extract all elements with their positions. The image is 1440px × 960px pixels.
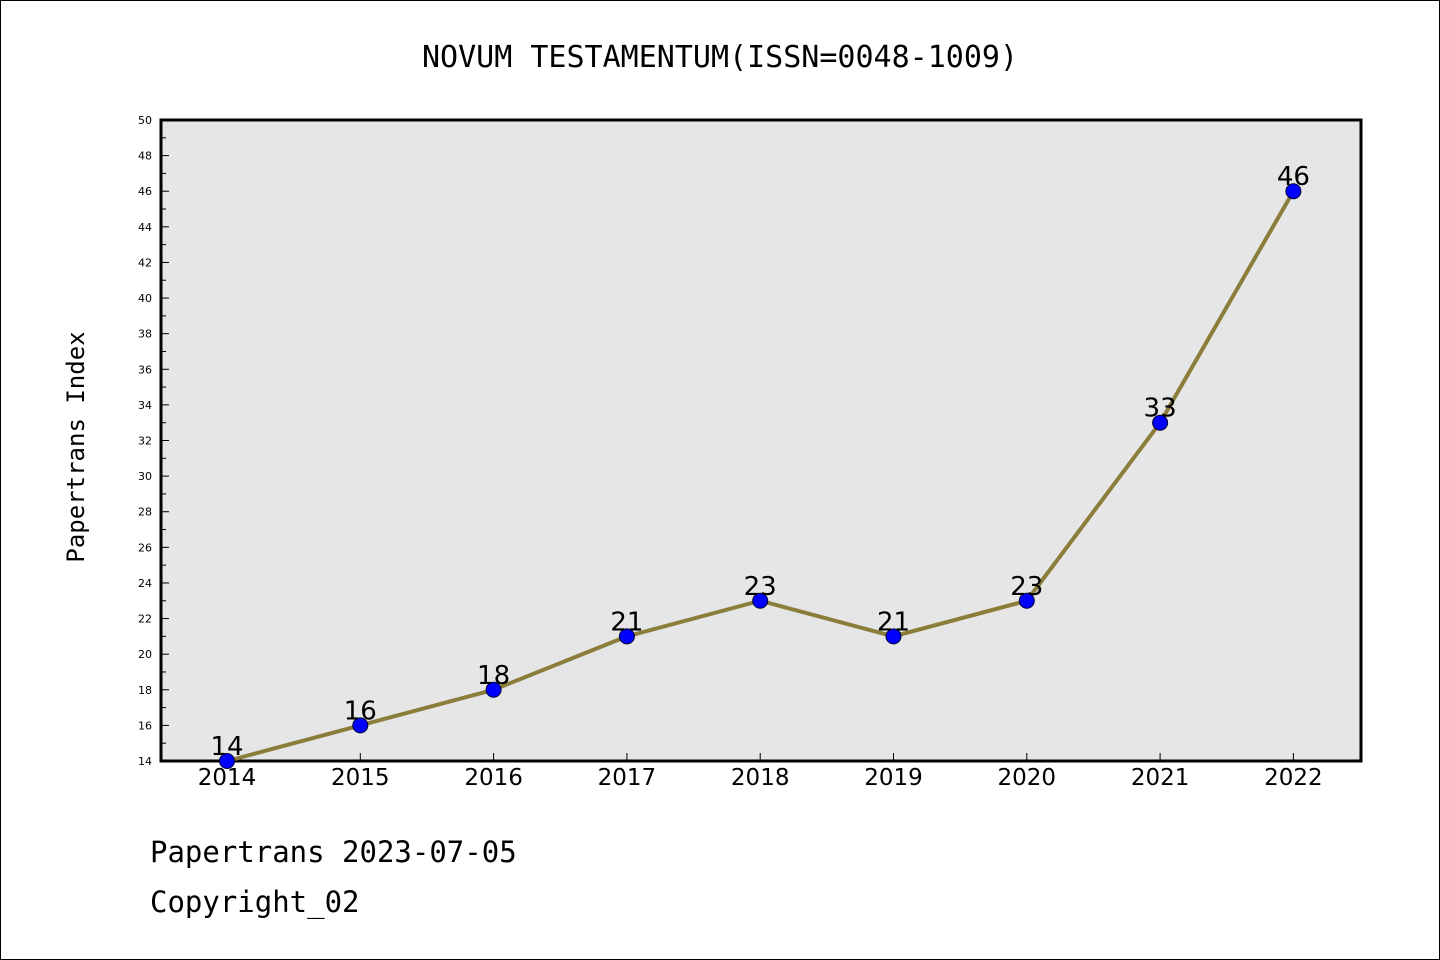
y-tick-label: 36 — [138, 363, 152, 376]
data-label: 16 — [344, 696, 377, 726]
data-label: 21 — [877, 607, 910, 637]
y-tick-label: 46 — [138, 185, 152, 198]
marker-layer — [219, 183, 1302, 769]
data-point — [618, 628, 635, 645]
y-tick-label: 24 — [138, 577, 152, 590]
x-tick-label: 2014 — [198, 765, 257, 791]
y-tick-label: 32 — [138, 435, 152, 448]
y-axis-label: Papertrans Index — [62, 331, 90, 562]
y-tick-label: 22 — [138, 613, 152, 626]
data-point — [885, 628, 902, 645]
y-tick-label: 48 — [138, 150, 152, 163]
x-tick-label: 2017 — [598, 765, 657, 791]
y-tick-label: 16 — [138, 719, 152, 732]
y-axis-ticks: 14 16 18 20 22 24 26 28 30 32 34 36 38 40 42 44 46 48 50 — [138, 114, 169, 768]
y-tick-label: 38 — [138, 328, 152, 341]
data-point — [1285, 183, 1302, 200]
data-label: 18 — [477, 661, 510, 691]
y-tick-label: 50 — [138, 114, 152, 127]
y-tick-label: 30 — [138, 470, 152, 483]
y-tick-label: 42 — [138, 256, 152, 269]
footer-date: Papertrans 2023-07-05 — [150, 835, 517, 869]
plot-area — [159, 118, 1363, 763]
data-label: 33 — [1144, 394, 1177, 424]
data-point — [352, 717, 369, 734]
x-axis-ticks: 2014 2015 2016 2017 2018 2019 2020 2021 2022 — [198, 753, 1323, 791]
chart-title: NOVUM TESTAMENTUM(ISSN=0048-1009) — [422, 40, 1018, 75]
data-label-layer: 14 16 18 21 23 21 23 33 46 — [210, 162, 1309, 762]
x-tick-label: 2018 — [731, 765, 790, 791]
y-tick-label: 40 — [138, 292, 152, 305]
data-point — [485, 681, 502, 698]
x-tick-label: 2019 — [864, 765, 923, 791]
data-label: 14 — [210, 732, 243, 762]
data-label: 23 — [744, 572, 777, 602]
data-label: 46 — [1277, 162, 1310, 192]
data-point — [1152, 414, 1169, 431]
x-tick-label: 2020 — [998, 765, 1057, 791]
data-label: 23 — [1010, 572, 1043, 602]
y-tick-label: 44 — [138, 221, 152, 234]
x-tick-label: 2015 — [331, 765, 390, 791]
y-tick-label: 28 — [138, 506, 152, 519]
data-point — [219, 753, 235, 769]
data-point — [1018, 592, 1035, 609]
y-tick-label: 18 — [138, 684, 152, 697]
y-tick-label: 26 — [138, 541, 152, 554]
y-tick-label: 14 — [138, 755, 152, 768]
y-tick-label: 34 — [138, 399, 152, 412]
footer-copyright: Copyright_02 — [150, 885, 360, 919]
x-tick-label: 2016 — [464, 765, 523, 791]
x-tick-label: 2022 — [1264, 765, 1323, 791]
x-tick-label: 2021 — [1131, 765, 1190, 791]
y-tick-label: 20 — [138, 648, 152, 661]
data-point — [752, 592, 769, 609]
data-label: 21 — [610, 607, 643, 637]
